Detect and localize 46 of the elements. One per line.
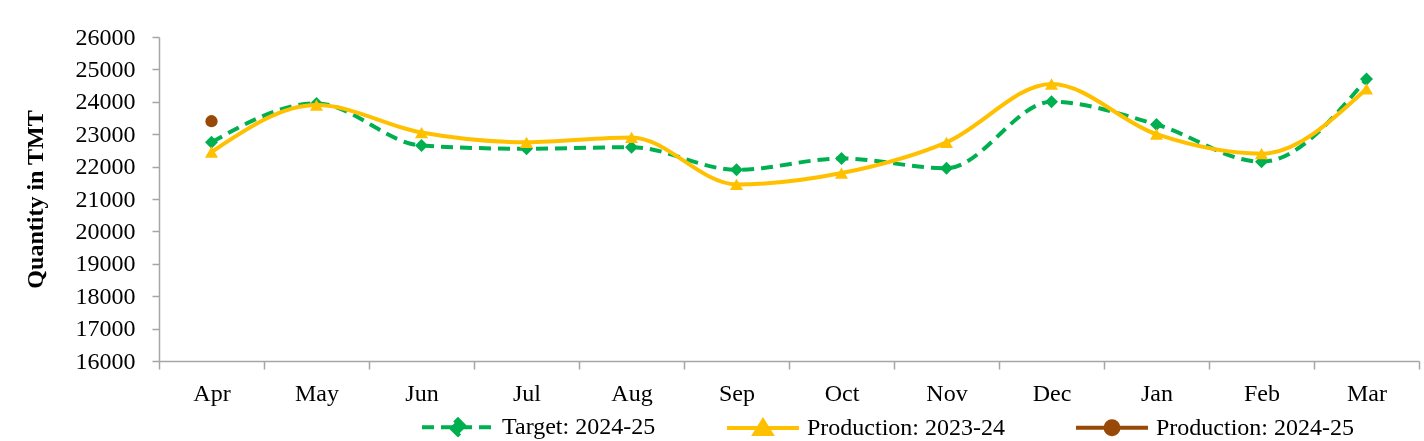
- y-tick-label: 21000: [75, 185, 136, 212]
- point: [939, 161, 954, 175]
- point: [939, 136, 954, 148]
- x-tick-label: Feb: [1244, 379, 1280, 406]
- point: [519, 136, 534, 148]
- point: [1044, 78, 1059, 90]
- y-tick-label: 18000: [75, 282, 136, 309]
- x-tick-label: Sep: [719, 379, 755, 406]
- point: [834, 167, 849, 179]
- y-tick-label: 20000: [75, 217, 136, 244]
- y-tick-label: 26000: [75, 23, 136, 50]
- point: [624, 131, 639, 144]
- x-tick-label: Oct: [824, 379, 860, 406]
- point: [204, 146, 219, 158]
- x-tick-label: Nov: [926, 379, 968, 406]
- x-tick-label: Mar: [1347, 379, 1387, 406]
- y-tick-label: 19000: [75, 250, 136, 277]
- point: [414, 126, 429, 139]
- point: [1149, 117, 1164, 131]
- legend-label: Target: 2024-25: [502, 413, 656, 440]
- point: [834, 151, 849, 166]
- y-tick-label: 22000: [75, 153, 136, 180]
- y-tick-label: 25000: [75, 55, 136, 82]
- point: [1044, 95, 1059, 109]
- legend-label: Production: 2023-24: [807, 413, 1005, 440]
- x-tick-label: May: [295, 379, 339, 406]
- x-tick-label: Apr: [193, 379, 231, 406]
- y-tick-label: 16000: [75, 347, 136, 374]
- point: [414, 139, 429, 153]
- y-tick-label: 24000: [75, 88, 136, 115]
- x-tick-label: Jun: [405, 379, 439, 406]
- x-tick-label: Aug: [611, 379, 653, 406]
- y-tick-label: 17000: [75, 315, 136, 342]
- x-tick-label: Jan: [1141, 379, 1173, 406]
- y-tick-label: 23000: [75, 120, 136, 147]
- point: [204, 135, 219, 149]
- point: [1254, 147, 1269, 160]
- y-axis-title: Quantity in TMT: [21, 110, 48, 289]
- x-tick-label: Jul: [512, 379, 542, 406]
- point: [729, 163, 744, 177]
- point: [1359, 72, 1374, 86]
- point: [1149, 128, 1164, 140]
- point: [205, 115, 218, 128]
- legend-label: Production: 2024-25: [1156, 413, 1354, 440]
- x-tick-label: Dec: [1032, 379, 1072, 406]
- point: [729, 178, 744, 191]
